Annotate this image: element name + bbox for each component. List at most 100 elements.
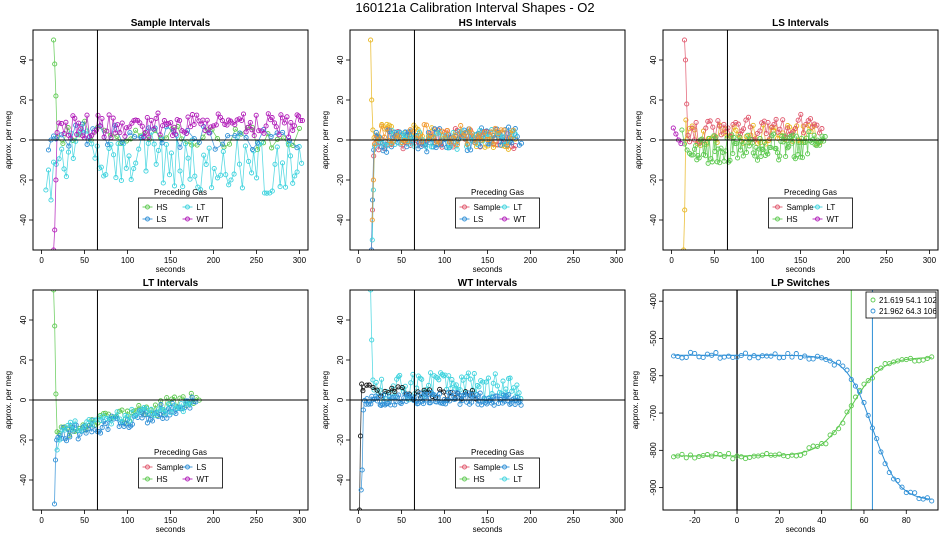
data-point	[151, 141, 157, 147]
data-point	[811, 132, 817, 138]
data-point	[490, 380, 496, 386]
data-point	[498, 127, 504, 133]
data-point	[776, 355, 782, 361]
data-point	[795, 117, 801, 123]
data-point	[163, 411, 169, 417]
data-point	[363, 401, 369, 407]
data-point	[807, 116, 814, 122]
data-point	[869, 375, 875, 381]
data-point	[899, 484, 905, 490]
data-point	[781, 453, 787, 459]
data-point	[421, 122, 427, 128]
data-point	[67, 419, 73, 425]
data-point	[507, 401, 513, 407]
data-point	[789, 354, 795, 360]
data-point	[704, 452, 710, 458]
legend-swatch-point	[145, 216, 150, 222]
y-tick-label: -800	[649, 442, 658, 459]
data-point	[692, 350, 698, 357]
x-tick-label: 50	[80, 256, 89, 265]
data-point	[683, 354, 689, 360]
data-point	[736, 134, 742, 140]
x-tick-label: 250	[250, 256, 264, 265]
data-point	[518, 402, 524, 408]
data-point	[96, 428, 102, 435]
data-point	[684, 101, 690, 107]
data-point	[136, 146, 142, 152]
data-point	[176, 405, 182, 411]
data-point	[806, 445, 812, 451]
data-point	[771, 121, 777, 127]
data-point	[718, 132, 724, 138]
data-point	[60, 140, 66, 147]
data-point	[291, 123, 297, 129]
data-point	[48, 197, 54, 203]
data-point	[84, 112, 90, 118]
data-point	[67, 434, 73, 440]
data-point	[492, 125, 498, 131]
data-point	[682, 207, 688, 213]
data-point	[678, 141, 684, 147]
data-point	[269, 115, 275, 121]
data-point	[122, 133, 128, 139]
x-tick-label: 100	[751, 256, 765, 265]
panel-data	[51, 290, 202, 507]
data-point	[110, 115, 116, 121]
data-point	[290, 180, 296, 186]
panel-title: HS Intervals	[459, 18, 517, 29]
data-point	[274, 136, 280, 142]
data-point	[735, 155, 741, 161]
legend-swatch-point	[502, 464, 507, 470]
y-tick-label: -600	[649, 367, 658, 384]
data-point	[123, 165, 129, 171]
data-point	[466, 126, 472, 132]
data-point	[770, 131, 777, 137]
data-point	[384, 126, 390, 132]
data-point	[848, 403, 854, 409]
data-point	[97, 430, 104, 436]
data-point	[53, 136, 59, 142]
data-point	[132, 413, 138, 420]
data-point	[424, 149, 430, 155]
data-point	[226, 182, 232, 188]
data-point	[707, 118, 713, 124]
panel-hs: HS Intervals 0 50 100 150 200 250 300 -40 -20 0 20 4…	[321, 18, 626, 274]
data-point	[297, 117, 304, 124]
data-point	[208, 124, 214, 130]
data-point	[282, 184, 289, 190]
data-point	[98, 164, 104, 170]
data-point	[63, 174, 69, 180]
y-tick-label: 20	[19, 355, 28, 364]
data-point	[757, 128, 763, 134]
data-point	[916, 358, 922, 364]
x-tick-label: 50	[80, 516, 89, 525]
data-point	[685, 132, 691, 138]
data-point	[194, 112, 200, 118]
data-point	[382, 402, 388, 408]
data-point	[419, 376, 425, 382]
y-tick-label: -40	[649, 214, 658, 226]
x-tick-label: 0	[356, 256, 361, 265]
data-point	[174, 405, 180, 412]
data-point	[827, 358, 833, 364]
legend-box	[768, 197, 853, 229]
legend-title: Preceding Gas	[154, 448, 207, 457]
data-point	[127, 130, 133, 136]
data-point	[483, 379, 489, 385]
data-point	[191, 121, 197, 128]
legend: Preceding Gas Sample LT HS WT	[768, 188, 853, 229]
data-point	[679, 127, 685, 133]
data-point	[159, 140, 165, 146]
data-point	[73, 138, 79, 144]
data-point	[131, 165, 137, 172]
data-point	[518, 140, 525, 146]
data-point	[738, 454, 744, 460]
data-point	[743, 149, 750, 156]
data-point	[269, 145, 275, 151]
legend-swatch-point	[185, 476, 190, 482]
data-point	[416, 129, 423, 135]
data-point	[505, 146, 511, 152]
data-point	[108, 421, 114, 427]
data-point	[793, 351, 799, 357]
legend-entry-LT: LT	[514, 203, 523, 212]
